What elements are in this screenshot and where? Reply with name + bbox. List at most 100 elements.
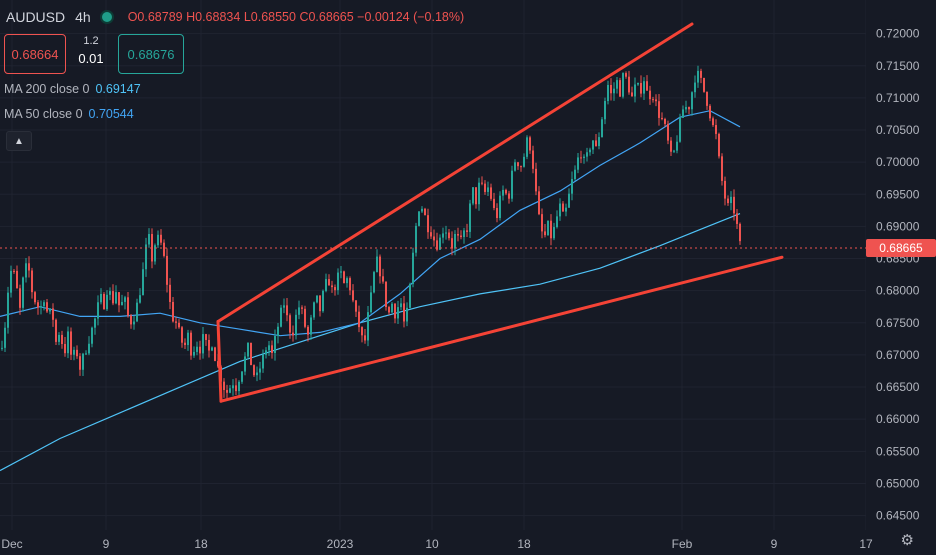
price-tick-label: 0.69000 bbox=[876, 219, 920, 233]
candle-body bbox=[442, 233, 444, 238]
collapse-legend-button[interactable]: ▲ bbox=[6, 131, 32, 151]
candle-body bbox=[472, 187, 474, 204]
candle-body bbox=[157, 234, 159, 246]
candle-body bbox=[559, 203, 561, 217]
candle-body bbox=[199, 346, 201, 354]
ma200-line bbox=[0, 213, 741, 472]
sell-button[interactable]: 0.68664 bbox=[4, 34, 66, 74]
candle-body bbox=[331, 285, 333, 288]
candle-body bbox=[694, 82, 696, 93]
symbol-row: AUDUSD 4h O0.68789 H0.68834 L0.68550 C0.… bbox=[6, 9, 464, 25]
candle-body bbox=[730, 196, 732, 204]
quantity-value[interactable]: 0.01 bbox=[78, 51, 104, 66]
ohlc-values: O0.68789 H0.68834 L0.68550 C0.68665 −0.0… bbox=[128, 10, 464, 24]
candle-body bbox=[64, 344, 66, 354]
candle-body bbox=[547, 220, 549, 236]
candle-body bbox=[217, 361, 219, 367]
candle-body bbox=[544, 231, 546, 236]
candle-body bbox=[226, 390, 228, 393]
ma200-legend[interactable]: MA 200 close 0 0.69147 bbox=[4, 82, 141, 96]
candle-body bbox=[40, 306, 42, 308]
candle-body bbox=[646, 81, 648, 91]
candle-body bbox=[16, 270, 18, 289]
candle-body bbox=[508, 193, 510, 199]
candle-body bbox=[622, 73, 624, 97]
candle-body bbox=[178, 322, 180, 328]
candle-body bbox=[691, 92, 693, 110]
candle-body bbox=[268, 345, 270, 351]
candle-body bbox=[577, 157, 579, 170]
candle-body bbox=[355, 300, 357, 312]
timeframe[interactable]: 4h bbox=[75, 9, 91, 25]
candle-body bbox=[427, 215, 429, 233]
buy-button[interactable]: 0.68676 bbox=[118, 34, 184, 74]
candle-body bbox=[55, 319, 57, 342]
candle-body bbox=[31, 270, 33, 293]
candle-body bbox=[25, 263, 27, 278]
candle-body bbox=[667, 123, 669, 141]
candle-body bbox=[652, 99, 654, 101]
candle-body bbox=[412, 252, 414, 284]
candle-body bbox=[163, 242, 165, 256]
candle-body bbox=[475, 187, 477, 205]
candle-body bbox=[154, 245, 156, 262]
candle-body bbox=[715, 125, 717, 134]
candle-body bbox=[103, 293, 105, 310]
price-tick-label: 0.71500 bbox=[876, 59, 920, 73]
candle-body bbox=[133, 321, 135, 325]
candle-body bbox=[595, 140, 597, 147]
candle-body bbox=[637, 83, 639, 85]
candle-body bbox=[250, 342, 252, 366]
candle-body bbox=[397, 307, 399, 319]
candle-body bbox=[277, 326, 279, 337]
candle-body bbox=[676, 141, 678, 151]
candle-body bbox=[322, 290, 324, 312]
price-tick-label: 0.67500 bbox=[876, 316, 920, 330]
symbol-name[interactable]: AUDUSD bbox=[6, 9, 66, 25]
candle-body bbox=[52, 308, 54, 320]
candle-body bbox=[466, 230, 468, 232]
candle-body bbox=[22, 277, 24, 308]
candle-body bbox=[613, 88, 615, 94]
candle-body bbox=[451, 238, 453, 249]
candle-body bbox=[130, 315, 132, 325]
candle-body bbox=[184, 342, 186, 346]
candle-body bbox=[523, 156, 525, 167]
trendline[interactable] bbox=[216, 320, 223, 403]
candle-body bbox=[625, 73, 627, 77]
price-tick-label: 0.66000 bbox=[876, 412, 920, 426]
trendlines[interactable] bbox=[216, 22, 784, 403]
candle-body bbox=[88, 343, 90, 354]
candle-body bbox=[34, 292, 36, 303]
candle-body bbox=[19, 288, 21, 308]
candle-body bbox=[307, 326, 309, 335]
price-axis[interactable]: 0.72000 0.71500 0.71000 0.70500 0.70000 0.695… bbox=[866, 0, 936, 555]
candle-body bbox=[373, 272, 375, 293]
ma50-path bbox=[0, 110, 741, 337]
candle-body bbox=[487, 187, 489, 192]
candle-body bbox=[310, 317, 312, 335]
gear-icon[interactable]: ⚙ bbox=[900, 532, 914, 549]
candle-body bbox=[502, 189, 504, 196]
candle-body bbox=[58, 334, 60, 342]
candle-body bbox=[316, 295, 318, 303]
trendline[interactable] bbox=[219, 255, 784, 403]
candle-body bbox=[457, 233, 459, 236]
candle-body bbox=[70, 331, 72, 355]
candle-body bbox=[688, 107, 690, 110]
candle-body bbox=[367, 312, 369, 341]
candle-body bbox=[121, 301, 123, 306]
trendline[interactable] bbox=[216, 22, 694, 324]
candle-body bbox=[463, 230, 465, 238]
candle-body bbox=[619, 80, 621, 97]
time-tick-label: 17 bbox=[859, 537, 873, 551]
time-axis[interactable]: Dec 9 18 2023 10 18 Feb 9 17 bbox=[0, 530, 873, 555]
candle-body bbox=[142, 269, 144, 296]
candle-body bbox=[631, 92, 633, 97]
candle-body bbox=[376, 256, 378, 273]
price-tick-label: 0.64500 bbox=[876, 509, 920, 523]
ma50-legend[interactable]: MA 50 close 0 0.70544 bbox=[4, 107, 134, 121]
candle-body bbox=[736, 213, 738, 224]
candle-body bbox=[10, 270, 12, 293]
